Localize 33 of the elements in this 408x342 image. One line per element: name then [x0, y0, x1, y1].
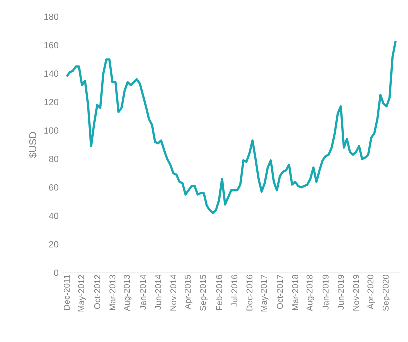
y-tick-label: 80 [49, 156, 59, 162]
x-tick-label: Jul-2016 [231, 275, 238, 308]
y-tick-label: 120 [44, 99, 59, 106]
x-tick-label: Sep-2015 [200, 275, 208, 312]
x-tick-label: Jan-2019 [322, 275, 329, 310]
y-tick-label: 20 [49, 241, 59, 248]
x-tick-label: Apr-2020 [368, 275, 376, 310]
x-tick-label: Jun-2014 [155, 274, 162, 310]
x-tick-label: Mar-2013 [110, 275, 116, 310]
x-tick-label: Oct-2017 [277, 275, 284, 310]
x-tick-label: Apr-2015 [184, 275, 193, 310]
x-tick-label: Aug-2018 [306, 275, 314, 312]
y-tick-label: 160 [44, 42, 59, 49]
x-tick-label: Mar-2018 [292, 275, 298, 310]
x-tick-label: May-2012 [78, 275, 86, 312]
y-axis-title: $USD [29, 132, 38, 158]
y-tick-label: 60 [49, 184, 59, 191]
x-tick-label: Aug-2013 [124, 275, 132, 312]
x-tick-label: Nov-2019 [353, 275, 360, 311]
y-tick-label: 180 [44, 14, 59, 20]
y-tick-label: 40 [49, 212, 59, 220]
x-tick-label: Feb-2016 [216, 275, 222, 310]
x-tick-label: Dec-2011 [64, 275, 70, 310]
x-tick-label: Nov-2014 [170, 274, 177, 311]
x-tick-label: Dec-2016 [246, 275, 253, 311]
x-tick-label: Oct-2012 [94, 275, 100, 310]
x-tick-label: Jun-2019 [338, 275, 344, 310]
x-tick-label: Jan-2014 [140, 274, 146, 310]
y-tick-label: 100 [44, 128, 59, 134]
y-tick-label: 0 [54, 270, 59, 276]
y-tick-label: 140 [44, 70, 59, 78]
x-tick-label: Sep-2020 [382, 275, 391, 312]
x-tick-label: May-2017 [261, 275, 269, 312]
